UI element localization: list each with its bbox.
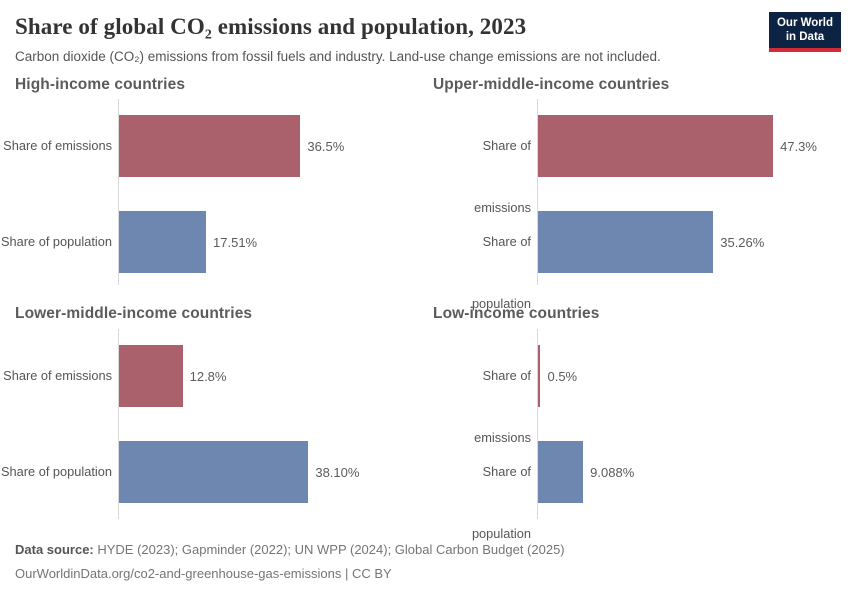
population-bar[interactable] — [119, 441, 309, 503]
owid-logo-line2: in Data — [785, 30, 825, 43]
data-source-line: Data source: HYDE (2023); Gapminder (202… — [15, 538, 565, 562]
plot-area: Share of emissions Share of population 3… — [0, 99, 425, 285]
population-value-label: 17.51% — [213, 234, 258, 250]
category-label-emissions: Share of emissions — [3, 368, 112, 383]
chart-subtitle: Carbon dioxide (CO₂) emissions from foss… — [15, 49, 661, 64]
category-label-population: Share of population — [471, 234, 531, 311]
population-value-label: 35.26% — [720, 234, 765, 250]
bar-row-population: 35.26% — [538, 211, 764, 273]
chart-header: Share of global CO₂ emissions and popula… — [0, 0, 850, 64]
panel-title-high-income: High-income countries — [15, 76, 186, 93]
emissions-value-label: 36.5% — [307, 138, 345, 154]
category-label-population: Share of population — [1, 464, 112, 479]
population-bar[interactable] — [119, 211, 207, 273]
panels-grid: High-income countries Share of emissions… — [0, 74, 850, 541]
panel-high-income: High-income countries Share of emissions… — [0, 74, 425, 289]
emissions-bar[interactable] — [538, 115, 774, 177]
emissions-bar[interactable] — [538, 345, 541, 407]
data-source-text: HYDE (2023); Gapminder (2022); UN WPP (2… — [93, 542, 565, 557]
bar-row-emissions: 0.5% — [538, 345, 577, 407]
category-label-emissions: Share of emissions — [474, 368, 531, 445]
emissions-bar[interactable] — [119, 115, 301, 177]
plot-area: Share of emissions Share of population 1… — [0, 329, 425, 519]
chart-footer: Data source: HYDE (2023); Gapminder (202… — [15, 538, 565, 586]
bar-row-emissions: 47.3% — [538, 115, 817, 177]
panel-upper-middle-income: Upper-middle-income countries Share of e… — [425, 74, 850, 311]
owid-logo[interactable]: Our World in Data — [769, 12, 841, 52]
population-bar[interactable] — [538, 211, 714, 273]
category-label-emissions: Share of emissions — [474, 138, 531, 215]
population-value-label: 38.10% — [315, 464, 360, 480]
attribution-line: OurWorldinData.org/co2-and-greenhouse-ga… — [15, 562, 565, 586]
category-label-emissions: Share of emissions — [3, 138, 112, 153]
plot-area: Share of emissions Share of population 0… — [425, 329, 850, 541]
data-source-label: Data source: — [15, 542, 94, 557]
population-bar[interactable] — [538, 441, 584, 503]
owid-logo-line1: Our World — [776, 17, 833, 29]
owid-url-link[interactable]: OurWorldinData.org/co2-and-greenhouse-ga… — [15, 566, 342, 581]
emissions-value-label: 0.5% — [547, 368, 578, 384]
chart-title: Share of global CO₂ emissions and popula… — [15, 14, 527, 39]
panel-title-lower-middle-income: Lower-middle-income countries — [15, 305, 253, 322]
bar-row-emissions: 12.8% — [119, 345, 226, 407]
y-axis-line — [537, 329, 538, 519]
footer-separator: | — [341, 566, 352, 581]
emissions-value-label: 12.8% — [189, 368, 227, 384]
panel-title-low-income: Low-income countries — [433, 305, 600, 322]
panel-title-upper-middle-income: Upper-middle-income countries — [433, 76, 670, 93]
bar-row-population: 38.10% — [119, 441, 359, 503]
y-axis-line — [118, 99, 119, 285]
panel-low-income: Low-income countries Share of emissions … — [425, 289, 850, 541]
plot-area: Share of emissions Share of population 4… — [425, 99, 850, 311]
category-label-population: Share of population — [1, 234, 112, 249]
y-axis-line — [118, 329, 119, 519]
y-axis-line — [537, 99, 538, 285]
panel-lower-middle-income: Lower-middle-income countries Share of e… — [0, 289, 425, 524]
emissions-bar[interactable] — [119, 345, 183, 407]
emissions-value-label: 47.3% — [780, 138, 817, 154]
bar-row-population: 9.088% — [538, 441, 634, 503]
bar-row-emissions: 36.5% — [119, 115, 344, 177]
category-label-population: Share of population — [471, 464, 531, 541]
bar-row-population: 17.51% — [119, 211, 257, 273]
license-label: CC BY — [351, 566, 392, 581]
population-value-label: 9.088% — [590, 464, 635, 480]
